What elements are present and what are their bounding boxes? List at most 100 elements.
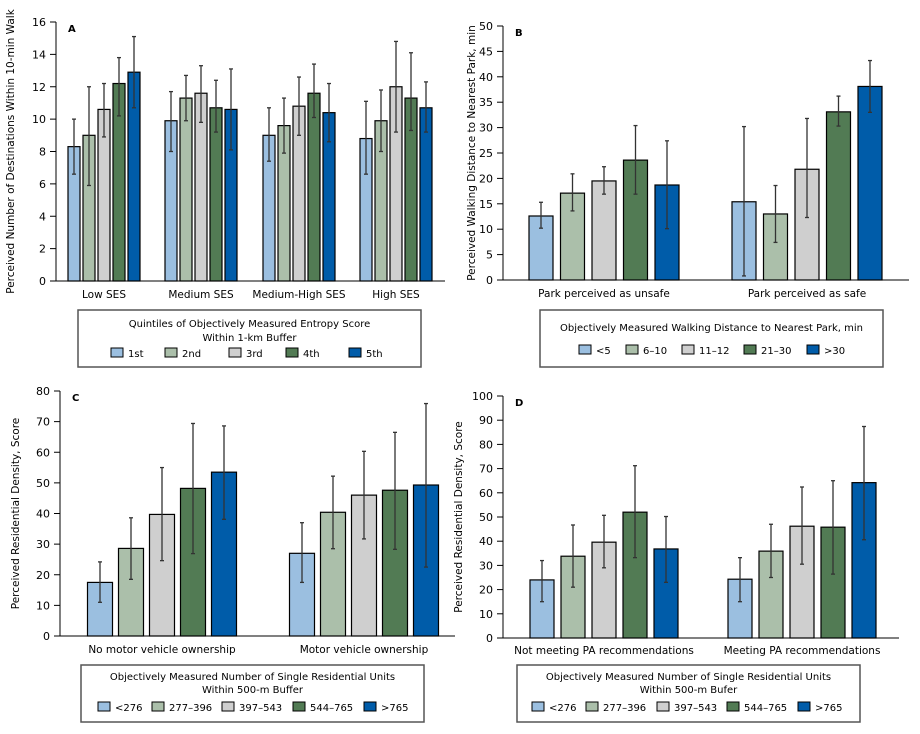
y-tick-label: 10 [32,113,46,126]
y-tick-label: 0 [39,275,46,288]
legend-label: <276 [115,703,142,714]
y-tick-label: 50 [479,20,493,33]
y-tick-label: 45 [479,45,493,58]
category-label: Motor vehicle ownership [300,644,429,656]
y-tick-label: 20 [479,172,493,185]
panel-label: D [515,398,523,409]
category-label: Low SES [82,289,126,301]
legend-label: 544–765 [310,703,353,714]
bar [591,541,617,639]
legend-swatch [743,344,757,355]
panel-a: 0 2 4 6 8 10 12 14 16 A Perceived Number of Destin… [5,8,445,368]
y-tick-label: 50 [36,477,50,490]
y-tick-label: 60 [36,446,50,459]
legend-swatch [151,701,165,712]
y-tick-label: 30 [479,122,493,135]
category-label: Park perceived as safe [748,288,866,300]
y-tick-label: 15 [479,198,493,211]
y-tick-label: 30 [479,559,493,572]
category-label: Medium-High SES [252,289,346,301]
legend-box [77,309,422,368]
legend-label: 11–12 [699,346,729,357]
legend-swatch [797,701,811,712]
legend-swatch [221,701,235,712]
legend-label: 4th [303,349,320,360]
y-tick-label: 8 [39,146,46,159]
y-tick-label: 40 [479,535,493,548]
y-tick-label: 10 [36,599,50,612]
category-label: No motor vehicle ownership [88,644,236,656]
y-tick-label: 6 [39,178,46,191]
legend-title: Objectively Measured Walking Distance to… [560,323,863,334]
panel-label: B [515,28,523,39]
y-tick-label: 10 [479,223,493,236]
legend-label: 3rd [246,349,263,360]
y-tick-label: 14 [32,48,46,61]
legend-box [539,309,884,368]
y-tick-label: 70 [479,463,493,476]
legend-title: Quintiles of Objectively Measured Entrop… [129,319,371,330]
y-axis-label: Perceived Number of Destinations Within … [5,8,17,293]
legend: Quintiles of Objectively Measured Entrop… [77,309,422,368]
legend-swatch [363,701,377,712]
legend-swatch [97,701,111,712]
legend-swatch [625,344,639,355]
legend-label: 2nd [182,349,201,360]
legend-title: Within 1-km Buffer [202,333,297,344]
y-tick-label: 70 [36,416,50,429]
y-tick-label: 2 [39,243,46,256]
legend-label: 397–543 [239,703,282,714]
legend-label: 5th [366,349,383,360]
legend-swatch [292,701,306,712]
bar [179,97,193,282]
y-tick-label: 20 [479,584,493,597]
y-tick-label: 0 [486,274,493,287]
y-tick-label: 25 [479,147,493,160]
legend-title: Objectively Measured Number of Single Re… [110,672,395,683]
legend-swatch [726,701,740,712]
legend-label: 21–30 [761,346,791,357]
legend-swatch [531,701,545,712]
bar [307,92,321,282]
legend-label: <276 [549,703,576,714]
y-tick-label: 4 [39,210,46,223]
bar [825,111,852,281]
panel-label: A [68,24,76,35]
legend-label: <5 [596,346,611,357]
legend-swatch [681,344,695,355]
y-tick-label: 0 [43,630,50,643]
legend-label: >765 [381,703,408,714]
legend-swatch [164,347,178,358]
legend-title: Objectively Measured Number of Single Re… [546,672,831,683]
panel-c: 0 10 20 30 40 50 60 70 80 C Perceived Residential … [10,385,455,723]
legend: Objectively Measured Number of Single Re… [80,664,425,723]
legend-label: 397–543 [674,703,717,714]
legend-swatch [228,347,242,358]
legend-box [516,664,861,723]
legend-title: Within 500-m Buffer [202,685,304,696]
legend-swatch [110,347,124,358]
legend-title: Within 500-m Bufer [640,685,738,696]
bar [209,107,223,282]
y-tick-label: 30 [36,538,50,551]
category-label: High SES [372,289,420,301]
legend-swatch [806,344,820,355]
category-label: Medium SES [168,289,234,301]
y-axis-label: Perceived Residential Density, Score [453,421,465,613]
y-tick-label: 0 [486,632,493,645]
y-tick-label: 12 [32,81,46,94]
y-axis-label: Perceived Walking Distance to Nearest Pa… [466,25,478,281]
y-tick-label: 40 [479,71,493,84]
panel-label: C [72,393,79,404]
legend-label: 6–10 [643,346,667,357]
panel-d: 0 10 20 30 40 50 60 70 80 90 100 D Perceived Residen… [453,390,899,723]
legend-label: >765 [815,703,842,714]
legend-box [80,664,425,723]
bar [857,85,883,281]
legend-label: 544–765 [744,703,787,714]
bar [591,180,617,281]
bar [419,107,433,282]
category-label: Park perceived as unsafe [538,288,670,300]
y-tick-label: 60 [479,487,493,500]
